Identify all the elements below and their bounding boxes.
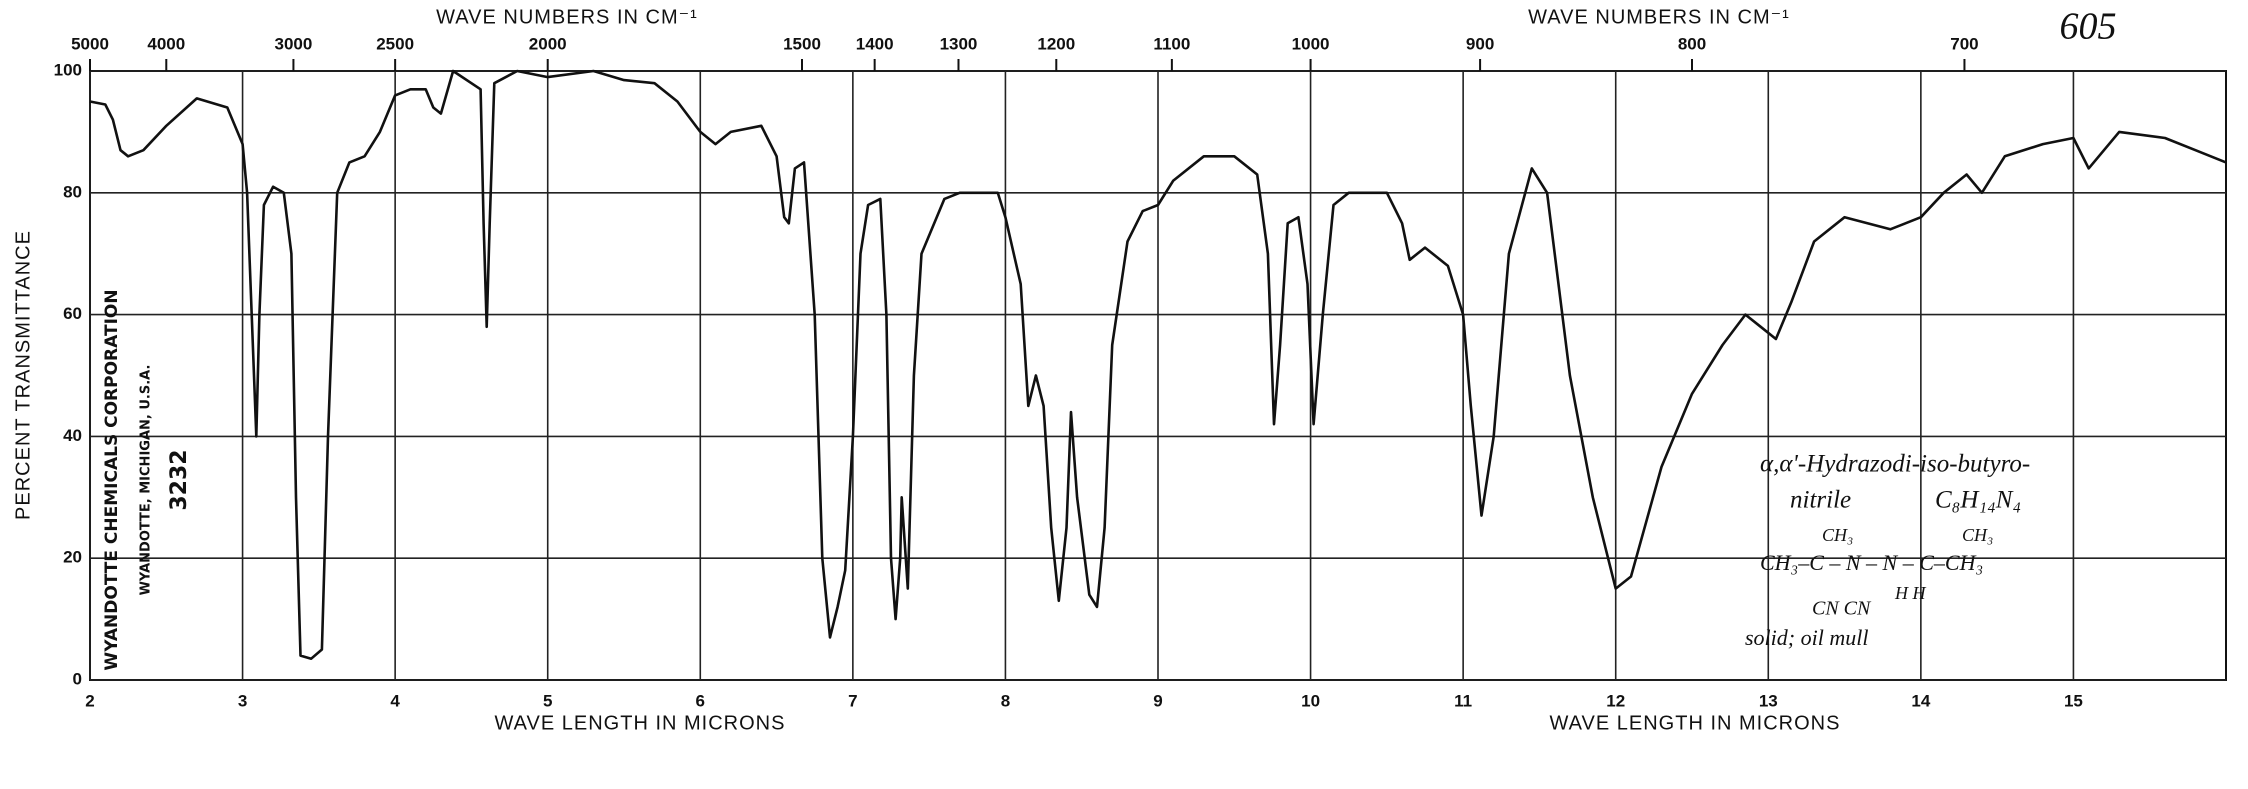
x-tick-label: 8 <box>1001 691 1010 710</box>
x2-tick-label: 2500 <box>376 34 414 53</box>
x2-tick-label: 1400 <box>856 34 894 53</box>
x2-tick-label: 1000 <box>1292 34 1330 53</box>
x2-axis-label: WAVE NUMBERS IN CM⁻¹ <box>436 6 698 28</box>
x-tick-label: 12 <box>1606 691 1625 710</box>
x-tick-label: 7 <box>848 691 857 710</box>
y-tick-label: 100 <box>54 60 82 79</box>
x-tick-label: 13 <box>1759 691 1778 710</box>
annotation: H H <box>1894 583 1926 603</box>
annotation: 3232 <box>167 449 192 510</box>
x2-tick-label: 1100 <box>1153 34 1190 53</box>
x2-tick-label: 800 <box>1678 34 1706 53</box>
x2-tick-label: 5000 <box>71 34 109 53</box>
x2-tick-label: 4000 <box>147 34 185 53</box>
x2-tick-label: 700 <box>1950 34 1978 53</box>
annotation: CH₃ <box>1822 525 1853 545</box>
y-tick-label: 40 <box>63 426 82 445</box>
y-tick-label: 20 <box>63 548 82 567</box>
x-tick-label: 15 <box>2064 691 2083 710</box>
x-tick-label: 3 <box>238 691 247 710</box>
x-axis-label: WAVE LENGTH IN MICRONS <box>495 712 786 734</box>
annotation: CH₃ <box>1962 525 1993 545</box>
x2-tick-label: 1300 <box>940 34 978 53</box>
x-tick-label: 10 <box>1301 691 1320 710</box>
annotation: solid; oil mull <box>1745 625 1868 650</box>
x-tick-label: 14 <box>1911 691 1930 710</box>
y-tick-label: 60 <box>63 304 82 323</box>
x-tick-label: 11 <box>1454 691 1472 710</box>
x-tick-label: 2 <box>85 691 94 710</box>
annotation: WYANDOTTE CHEMICALS CORPORATION <box>102 289 122 670</box>
x-tick-label: 9 <box>1153 691 1162 710</box>
x2-axis-label: WAVE NUMBERS IN CM⁻¹ <box>1528 6 1790 28</box>
y-axis-label: PERCENT TRANSMITTANCE <box>12 230 34 520</box>
y-tick-label: 0 <box>73 669 82 688</box>
y-tick-label: 80 <box>63 182 82 201</box>
x2-tick-label: 1500 <box>783 34 821 53</box>
x2-tick-label: 900 <box>1466 34 1494 53</box>
x-tick-label: 5 <box>543 691 552 710</box>
annotation: nitrile <box>1790 487 1851 514</box>
spectrum-line <box>89 69 2227 660</box>
annotation: α,α'-Hydrazodi-iso-butyro- <box>1760 451 2030 478</box>
x2-tick-label: 1200 <box>1037 34 1075 53</box>
x2-tick-label: 3000 <box>275 34 313 53</box>
x2-tick-label: 2000 <box>529 34 567 53</box>
annotation: CH₃–C – N – N – C–CH₃ <box>1760 550 1983 575</box>
x-tick-label: 6 <box>696 691 705 710</box>
annotation: 605 <box>2060 6 2117 48</box>
annotation: C₈H₁₄N₄ <box>1935 487 2021 514</box>
annotation: WYANDOTTE, MICHIGAN, U.S.A. <box>139 365 154 596</box>
x-tick-label: 4 <box>390 691 400 710</box>
x-axis-label: WAVE LENGTH IN MICRONS <box>1550 712 1841 734</box>
annotation: CN CN <box>1812 598 1872 620</box>
